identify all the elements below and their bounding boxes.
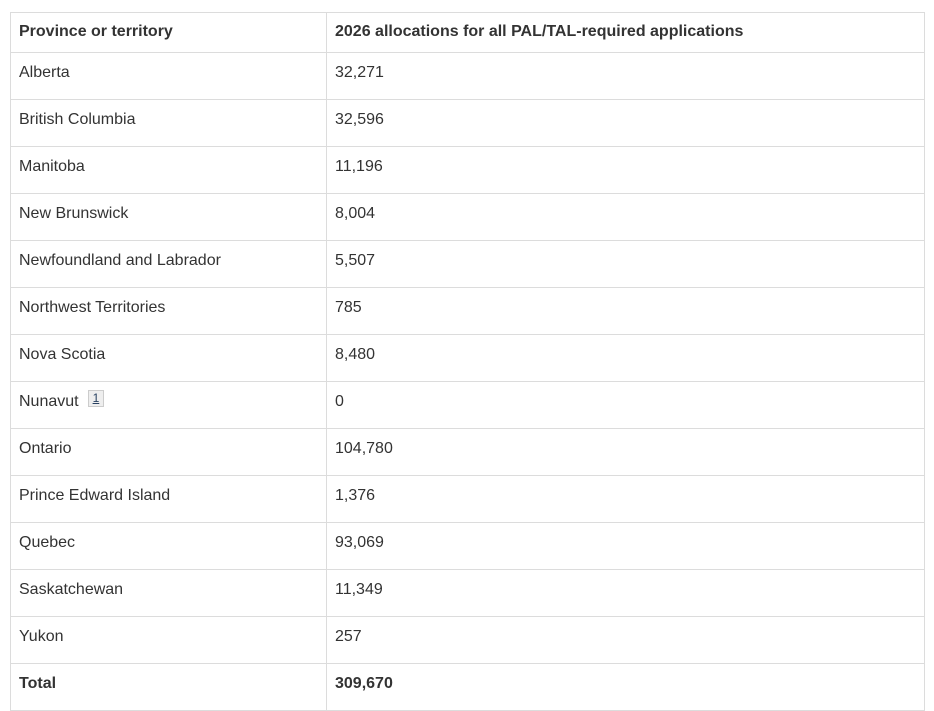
province-name: Alberta <box>19 64 70 81</box>
province-cell: Nova Scotia <box>10 334 327 382</box>
table-row: Yukon 257 <box>10 616 925 664</box>
footnote-ref: 1 <box>87 388 105 408</box>
allocation-cell: 11,349 <box>326 569 925 617</box>
allocations-table: Province or territory 2026 allocations f… <box>10 12 925 711</box>
province-cell: Manitoba <box>10 146 327 194</box>
table-row: Manitoba 11,196 <box>10 146 925 194</box>
footnote-link[interactable]: 1 <box>87 390 105 407</box>
table-row: Saskatchewan 11,349 <box>10 569 925 617</box>
province-cell: Alberta <box>10 52 327 100</box>
allocation-cell: 785 <box>326 287 925 335</box>
province-cell: Saskatchewan <box>10 569 327 617</box>
province-name: Northwest Territories <box>19 299 166 316</box>
allocation-cell: 5,507 <box>326 240 925 288</box>
table-row: Northwest Territories 785 <box>10 287 925 335</box>
total-value: 309,670 <box>326 663 925 711</box>
province-cell: Northwest Territories <box>10 287 327 335</box>
allocation-cell: 8,004 <box>326 193 925 241</box>
province-cell: Nunavut 1 <box>10 381 327 429</box>
province-name: Newfoundland and Labrador <box>19 252 221 269</box>
table-row: Quebec 93,069 <box>10 522 925 570</box>
allocation-cell: 257 <box>326 616 925 664</box>
allocation-cell: 11,196 <box>326 146 925 194</box>
table-row: Alberta 32,271 <box>10 52 925 100</box>
province-cell: Ontario <box>10 428 327 476</box>
province-name: Ontario <box>19 440 72 457</box>
province-name: Saskatchewan <box>19 581 124 598</box>
allocation-cell: 93,069 <box>326 522 925 570</box>
header-allocations: 2026 allocations for all PAL/TAL-require… <box>326 12 925 53</box>
table-row: Nunavut 1 0 <box>10 381 925 429</box>
province-name: Nova Scotia <box>19 346 106 363</box>
header-row: Province or territory 2026 allocations f… <box>10 12 925 53</box>
table-body: Alberta 32,271 British Columbia 32,596 M… <box>10 52 925 664</box>
province-name: Quebec <box>19 534 76 551</box>
allocation-cell: 1,376 <box>326 475 925 523</box>
table-row: Prince Edward Island 1,376 <box>10 475 925 523</box>
table-row: Nova Scotia 8,480 <box>10 334 925 382</box>
province-cell: British Columbia <box>10 99 327 147</box>
table-row: British Columbia 32,596 <box>10 99 925 147</box>
allocation-cell: 104,780 <box>326 428 925 476</box>
province-name: Manitoba <box>19 158 85 175</box>
total-row: Total 309,670 <box>10 663 925 711</box>
table-row: Newfoundland and Labrador 5,507 <box>10 240 925 288</box>
province-name: Prince Edward Island <box>19 487 171 504</box>
table-row: New Brunswick 8,004 <box>10 193 925 241</box>
header-province: Province or territory <box>10 12 327 53</box>
province-name: Yukon <box>19 628 64 645</box>
province-cell: Prince Edward Island <box>10 475 327 523</box>
table-row: Ontario 104,780 <box>10 428 925 476</box>
allocation-cell: 32,596 <box>326 99 925 147</box>
province-cell: Quebec <box>10 522 327 570</box>
province-cell: Newfoundland and Labrador <box>10 240 327 288</box>
province-cell: New Brunswick <box>10 193 327 241</box>
allocation-cell: 32,271 <box>326 52 925 100</box>
allocation-cell: 0 <box>326 381 925 429</box>
province-name: New Brunswick <box>19 205 129 222</box>
province-name: British Columbia <box>19 111 136 128</box>
allocation-cell: 8,480 <box>326 334 925 382</box>
province-cell: Yukon <box>10 616 327 664</box>
total-label: Total <box>10 663 327 711</box>
province-name: Nunavut <box>19 393 79 410</box>
